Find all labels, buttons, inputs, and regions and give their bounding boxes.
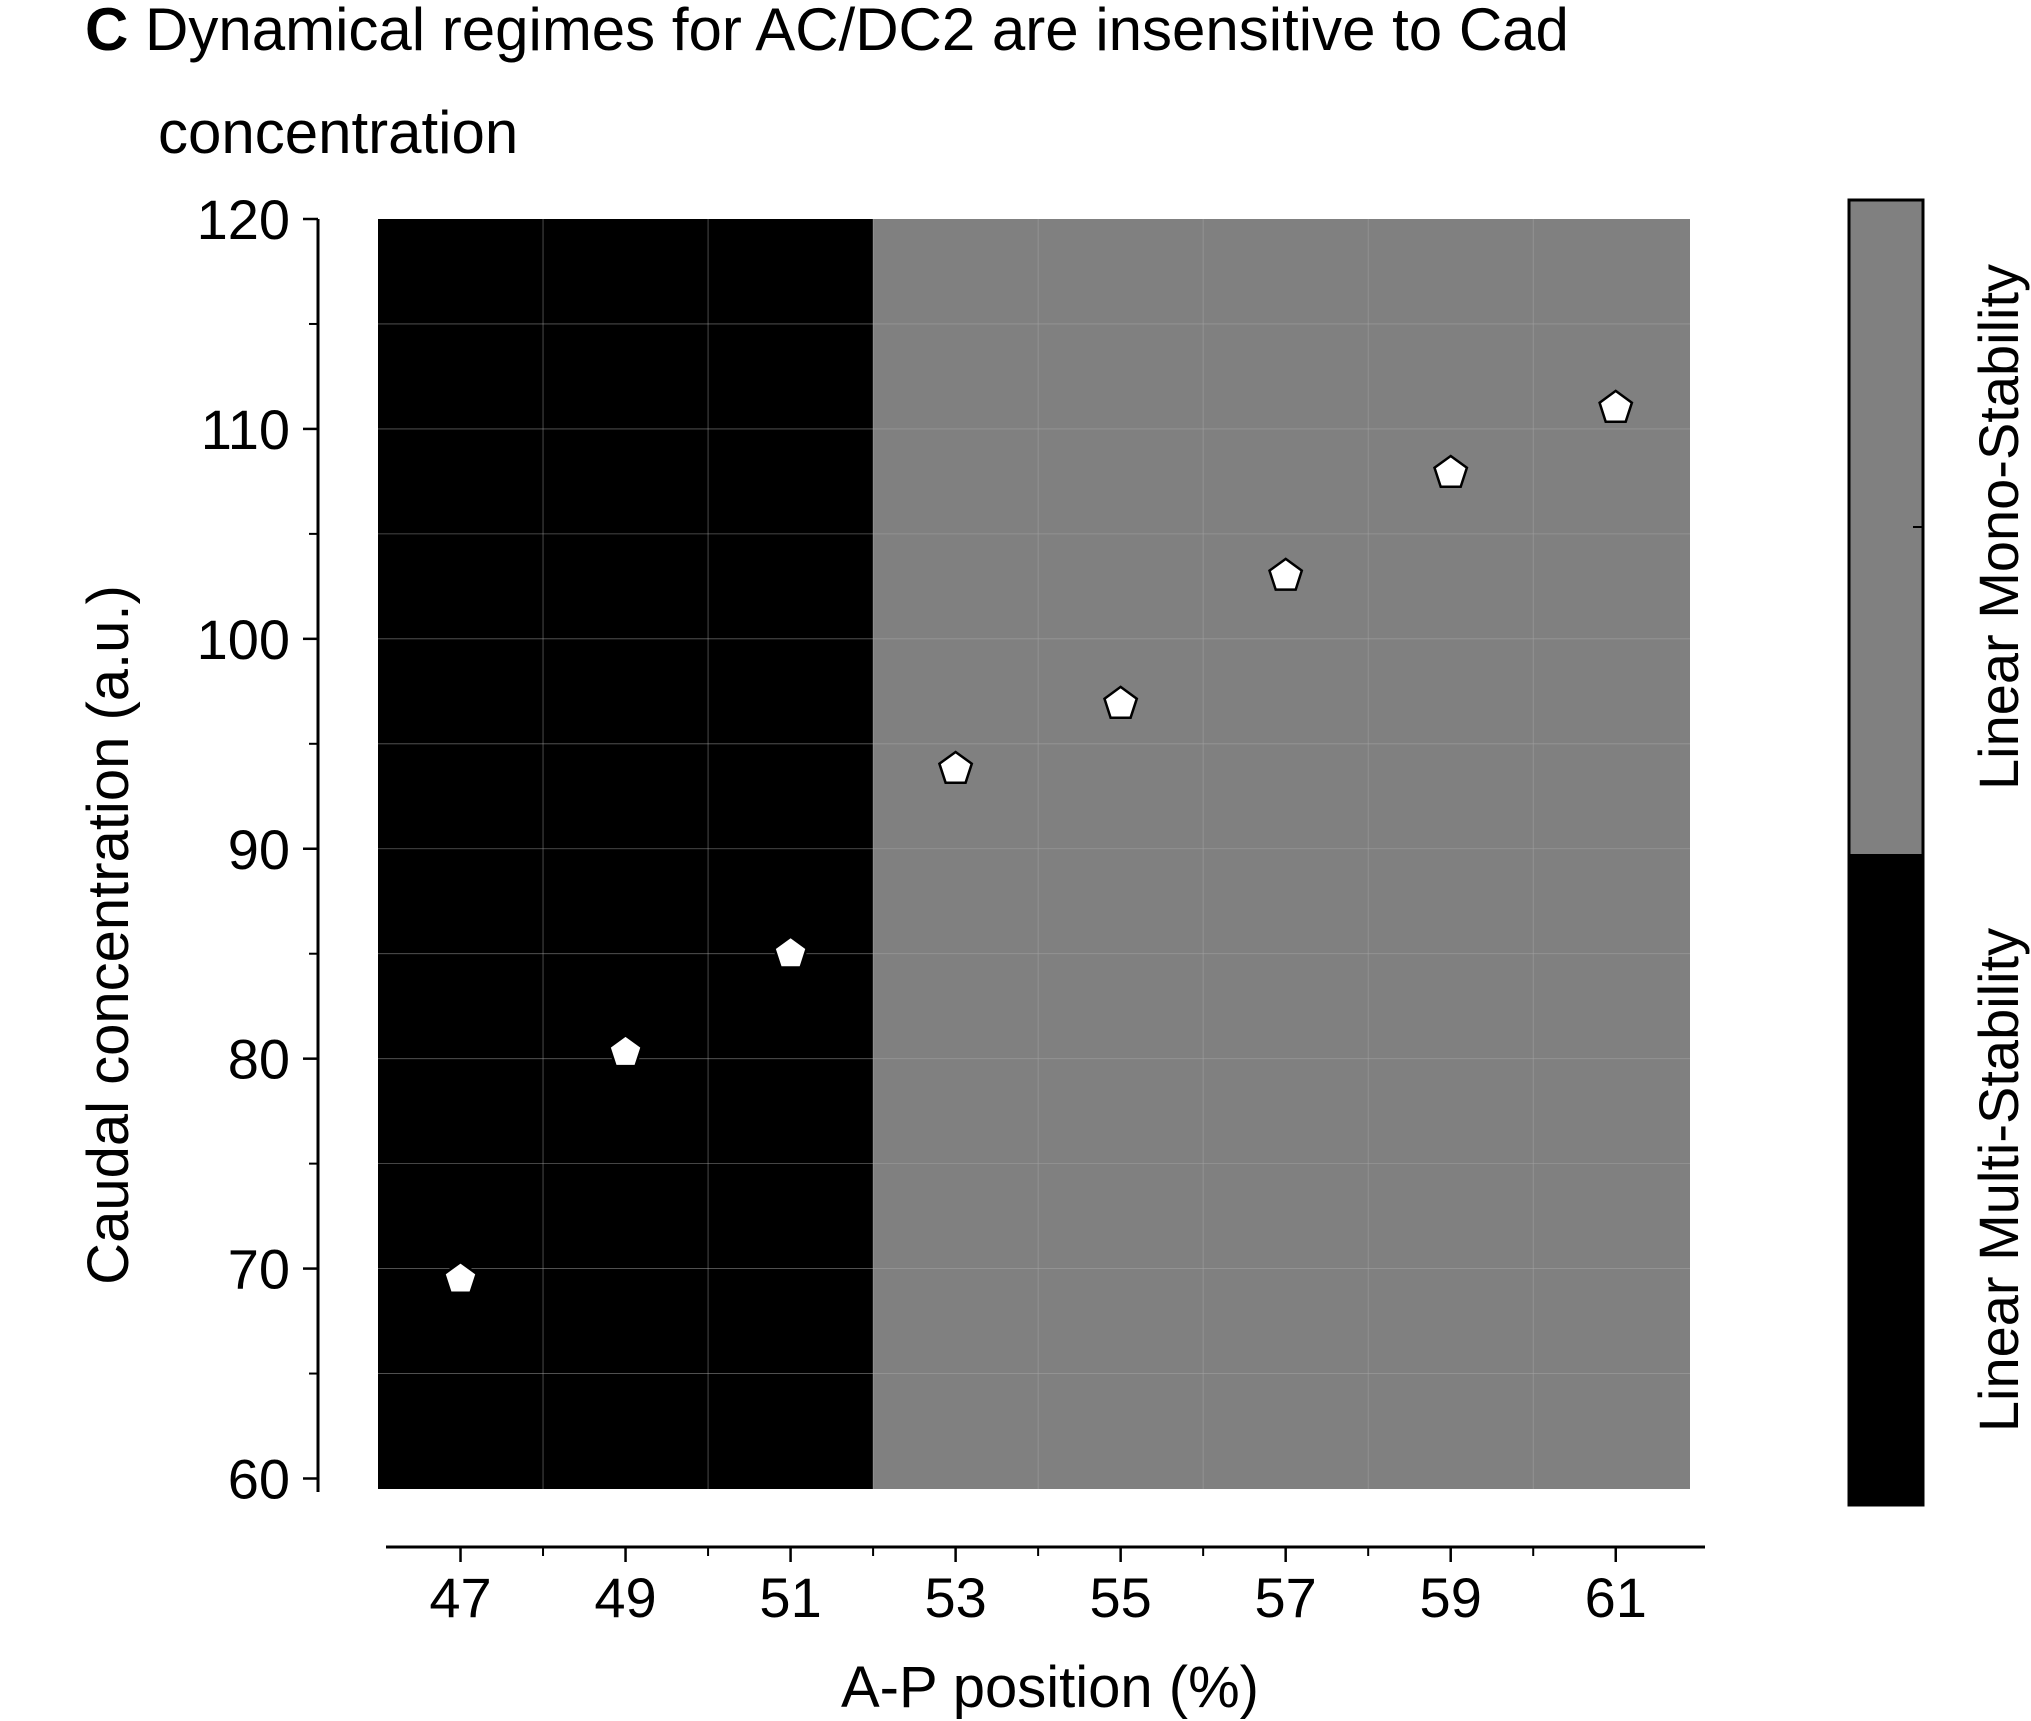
colorbar-label-mono-stability: Linear Mono-Stability [1967, 264, 2030, 790]
x-tick-label: 55 [1089, 1566, 1151, 1629]
y-axis: 60 70 80 90 100 110 120 [197, 188, 320, 1511]
regime-regions [378, 219, 1690, 1489]
grid-lines [378, 219, 1690, 1489]
chart-title: C Dynamical regimes for AC/DC2 are insen… [85, 0, 1569, 63]
x-tick-label: 49 [594, 1566, 656, 1629]
x-tick-label: 57 [1255, 1566, 1317, 1629]
x-tick-label: 53 [924, 1566, 986, 1629]
region-mono-stability [873, 219, 1690, 1489]
x-tick-label: 61 [1585, 1566, 1647, 1629]
colorbar-multi-stability [1849, 854, 1923, 1505]
colorbar-mono-stability [1849, 200, 1923, 854]
colorbar-legend: Linear Multi-Stability Linear Mono-Stabil… [1847, 198, 2030, 1507]
y-axis-label: Caudal concentration (a.u.) [76, 585, 141, 1285]
data-point [607, 1033, 644, 1068]
data-point [1268, 557, 1304, 591]
y-tick-label: 120 [197, 188, 290, 251]
title-line-2: concentration [158, 99, 518, 166]
colorbar-label-multi-stability: Linear Multi-Stability [1967, 928, 2030, 1432]
region-multi-stability [378, 219, 874, 1489]
y-tick-label: 90 [228, 818, 290, 881]
title-line-1: Dynamical regimes for AC/DC2 are insensi… [145, 0, 1569, 63]
data-point [1433, 454, 1469, 489]
y-tick-label: 70 [228, 1238, 290, 1301]
panel-letter: C [85, 0, 128, 63]
data-point [772, 935, 809, 969]
y-tick-label: 110 [201, 398, 290, 461]
x-tick-label: 47 [429, 1566, 491, 1629]
data-point [937, 750, 974, 784]
x-tick-label: 59 [1420, 1566, 1482, 1629]
colorbar-frame [1847, 198, 1925, 1507]
data-point [442, 1260, 479, 1295]
x-axis: 47 49 51 53 55 57 59 61 [386, 1545, 1705, 1629]
data-point [1598, 389, 1634, 423]
plot-area [378, 219, 1690, 1489]
y-tick-label: 60 [228, 1448, 290, 1511]
x-axis-label: A-P position (%) [841, 1655, 1259, 1720]
data-markers [442, 389, 1634, 1295]
y-tick-label: 100 [197, 608, 290, 671]
y-tick-label: 80 [228, 1028, 290, 1091]
x-tick-label: 51 [759, 1566, 821, 1629]
data-point [1103, 685, 1139, 719]
